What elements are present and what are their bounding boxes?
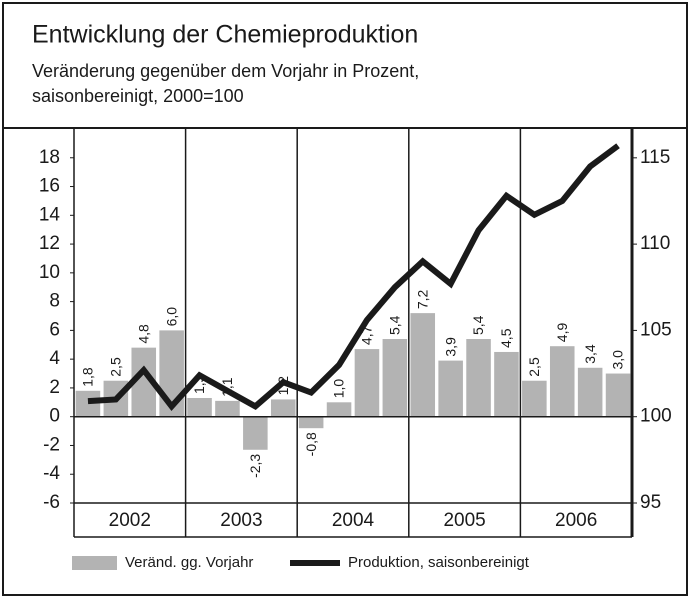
bar [298,416,324,429]
value-label: 3,9 [442,337,458,357]
value-label: 6,0 [163,307,179,327]
legend-swatch [72,556,117,570]
y-tick-label: 6 [49,319,60,340]
x-group-label: 2003 [220,510,262,531]
value-label: 2,5 [526,357,542,377]
bar [354,349,380,417]
value-label: 4,9 [554,323,570,343]
bar [326,402,352,417]
bar [522,380,547,417]
x-group-label: 2005 [443,510,485,531]
bar [187,397,212,417]
y-tick-label: -6 [43,492,60,513]
y-tick-label: -2 [43,434,60,455]
y-tick-label: -4 [43,463,60,484]
bar [215,400,240,417]
value-label: 5,4 [470,315,486,335]
x-group-label: 2004 [332,510,375,531]
value-label: 2,5 [108,357,124,377]
y-tick-label: 14 [39,204,61,225]
value-label: 1,0 [331,379,347,399]
bar [577,367,603,417]
bar [466,339,491,417]
y2-tick-label: 100 [640,406,672,427]
value-label: 4,8 [135,324,151,344]
bar [243,416,268,450]
bar [549,346,575,417]
bar [75,390,101,417]
y2-tick-label: 110 [640,233,670,254]
y2-tick-label: 95 [640,492,661,513]
bar [494,351,519,417]
bar [382,339,408,417]
value-label: -0,8 [303,432,319,456]
chart-subtitle: saisonbereinigt, 2000=100 [32,86,244,106]
value-label: 1,8 [80,367,96,387]
value-label: 3,4 [582,344,598,364]
y-tick-label: 16 [39,176,60,197]
bar [605,373,631,417]
bar [410,313,436,417]
x-group-label: 2002 [109,510,151,531]
y-tick-label: 2 [49,377,60,398]
value-label: -2,3 [247,454,263,478]
chart-subtitle: Veränderung gegenüber dem Vorjahr in Pro… [32,61,419,81]
y-tick-label: 0 [49,406,60,427]
legend-label: Produktion, saisonbereinigt [348,554,530,571]
bar [438,360,463,417]
line [87,143,620,412]
y-tick-label: 8 [49,291,60,312]
y2-tick-label: 115 [640,147,670,168]
bar [270,399,296,417]
x-group-label: 2006 [555,510,597,531]
value-label: 7,2 [414,289,430,309]
legend-label: Veränd. gg. Vorjahr [125,554,253,571]
y2-tick-label: 105 [640,319,672,340]
chart-title: Entwicklung der Chemieproduktion [32,21,418,49]
value-label: 5,4 [387,315,403,335]
value-label: 4,5 [498,328,514,348]
value-label: 3,0 [610,350,626,370]
y-tick-label: 18 [39,147,60,168]
y-tick-label: 12 [39,233,60,254]
y-tick-label: 10 [39,262,60,283]
y-tick-label: 4 [49,348,60,369]
